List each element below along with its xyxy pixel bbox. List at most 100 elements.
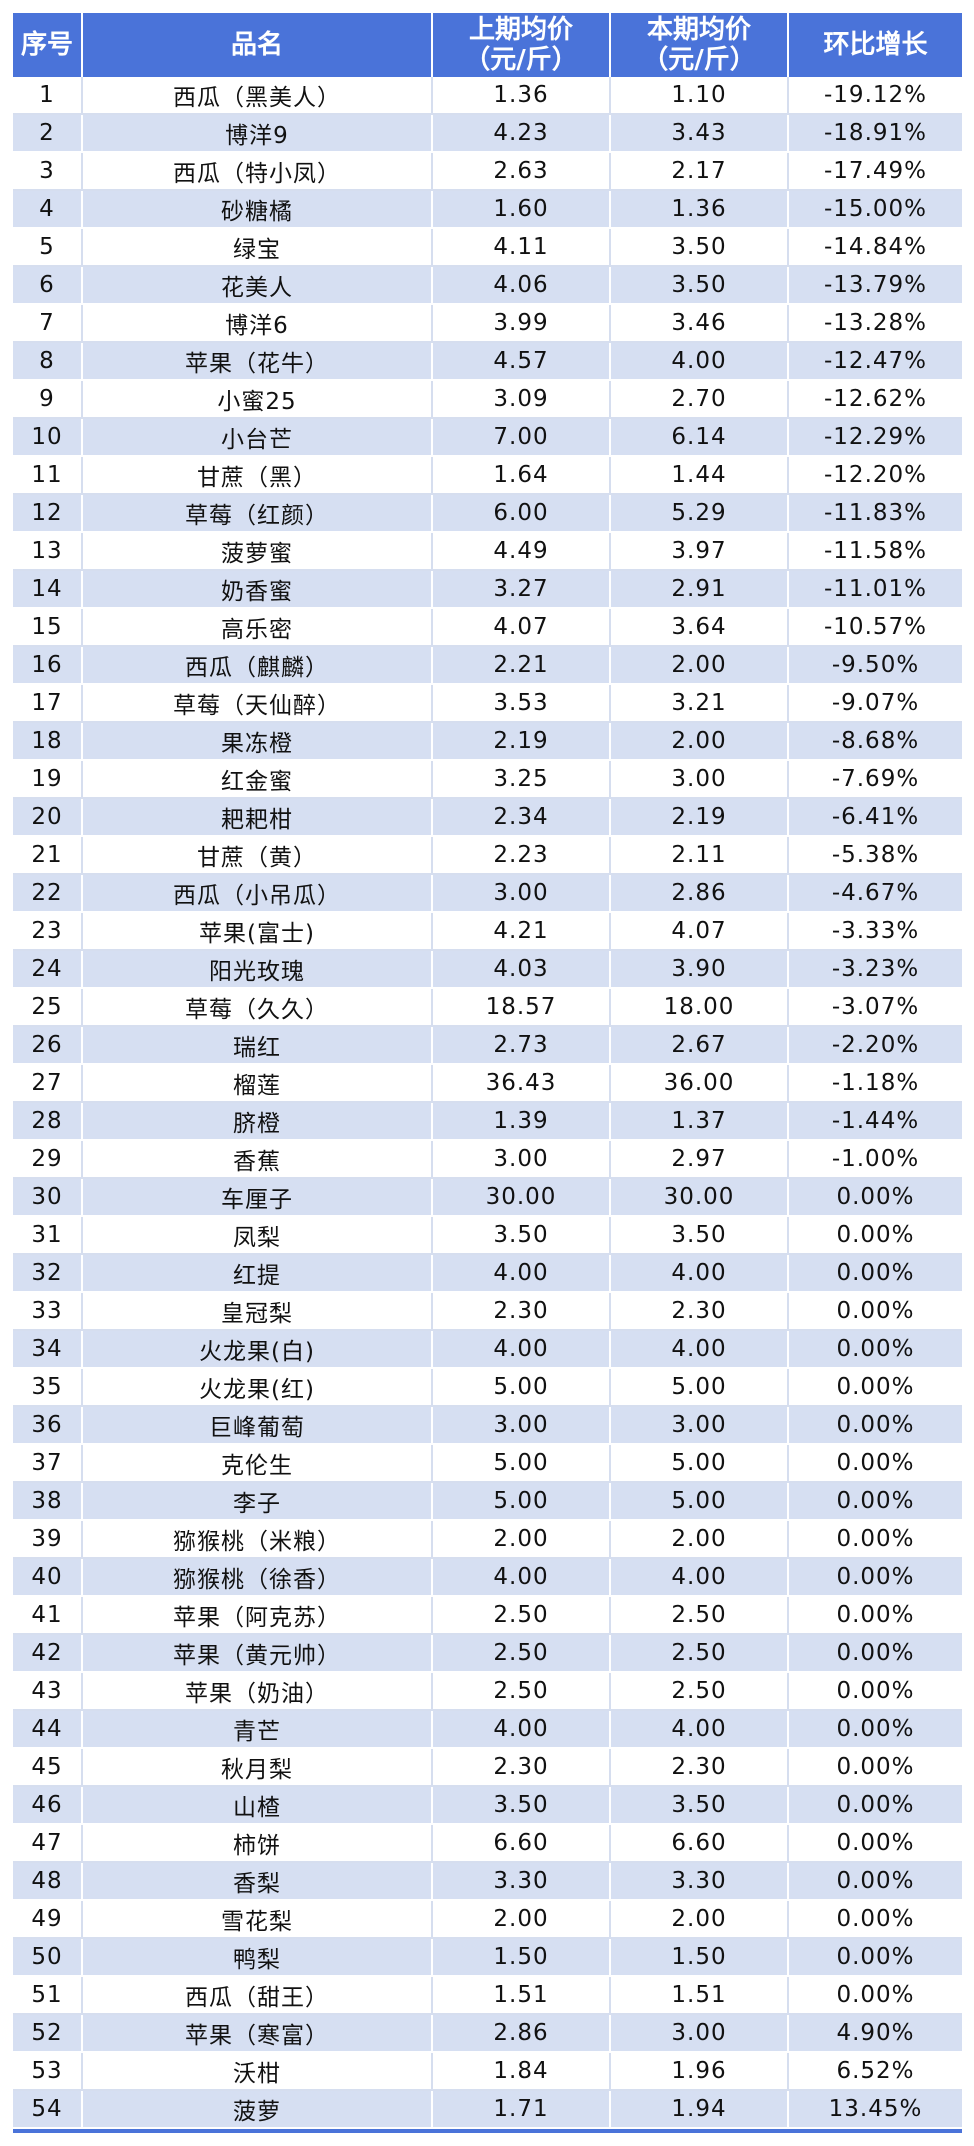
cell-name: 巨峰葡萄	[83, 1407, 433, 1445]
cell-change: 0.00%	[789, 1179, 962, 1217]
cell-curr-price: 2.19	[611, 799, 789, 837]
cell-change: 0.00%	[789, 1293, 962, 1331]
cell-change: 0.00%	[789, 1787, 962, 1825]
cell-name: 香梨	[83, 1863, 433, 1901]
cell-index: 52	[13, 2015, 83, 2053]
cell-prev-price: 3.27	[433, 571, 611, 609]
table-row: 12 草莓（红颜） 6.00 5.29 -11.83%	[13, 495, 962, 533]
header-prev-price-line1: 上期均价	[468, 15, 573, 45]
cell-name: 高乐密	[83, 609, 433, 647]
cell-curr-price: 4.00	[611, 343, 789, 381]
cell-index: 49	[13, 1901, 83, 1939]
cell-curr-price: 4.00	[611, 1331, 789, 1369]
cell-curr-price: 4.00	[611, 1255, 789, 1293]
cell-change: -3.33%	[789, 913, 962, 951]
cell-index: 44	[13, 1711, 83, 1749]
table-row: 27 榴莲 36.43 36.00 -1.18%	[13, 1065, 962, 1103]
cell-index: 18	[13, 723, 83, 761]
cell-curr-price: 2.91	[611, 571, 789, 609]
cell-curr-price: 1.36	[611, 191, 789, 229]
cell-index: 30	[13, 1179, 83, 1217]
table-row: 19 红金蜜 3.25 3.00 -7.69%	[13, 761, 962, 799]
cell-index: 5	[13, 229, 83, 267]
cell-name: 耙耙柑	[83, 799, 433, 837]
cell-prev-price: 18.57	[433, 989, 611, 1027]
cell-curr-price: 1.96	[611, 2053, 789, 2091]
cell-curr-price: 2.00	[611, 1521, 789, 1559]
cell-curr-price: 5.29	[611, 495, 789, 533]
cell-index: 38	[13, 1483, 83, 1521]
cell-name: 西瓜（黑美人）	[83, 77, 433, 115]
cell-index: 27	[13, 1065, 83, 1103]
header-curr-price-line2: （元/斤）	[642, 45, 756, 75]
cell-name: 西瓜（麒麟）	[83, 647, 433, 685]
cell-change: -1.00%	[789, 1141, 962, 1179]
table-row: 21 甘蔗（黄） 2.23 2.11 -5.38%	[13, 837, 962, 875]
header-index-label: 序号	[20, 30, 73, 60]
cell-index: 9	[13, 381, 83, 419]
cell-curr-price: 5.00	[611, 1369, 789, 1407]
cell-name: 苹果（寒富）	[83, 2015, 433, 2053]
cell-index: 26	[13, 1027, 83, 1065]
cell-curr-price: 2.70	[611, 381, 789, 419]
table-row: 47 柿饼 6.60 6.60 0.00%	[13, 1825, 962, 1863]
cell-prev-price: 3.25	[433, 761, 611, 799]
cell-change: 0.00%	[789, 1939, 962, 1977]
cell-curr-price: 2.50	[611, 1597, 789, 1635]
cell-index: 25	[13, 989, 83, 1027]
cell-prev-price: 3.99	[433, 305, 611, 343]
cell-index: 15	[13, 609, 83, 647]
cell-index: 14	[13, 571, 83, 609]
cell-change: -9.50%	[789, 647, 962, 685]
cell-index: 37	[13, 1445, 83, 1483]
cell-index: 22	[13, 875, 83, 913]
table-row: 49 雪花梨 2.00 2.00 0.00%	[13, 1901, 962, 1939]
cell-prev-price: 5.00	[433, 1445, 611, 1483]
cell-prev-price: 5.00	[433, 1483, 611, 1521]
cell-name: 甘蔗（黑）	[83, 457, 433, 495]
cell-prev-price: 2.00	[433, 1901, 611, 1939]
cell-index: 19	[13, 761, 83, 799]
cell-curr-price: 1.10	[611, 77, 789, 115]
cell-change: -11.58%	[789, 533, 962, 571]
cell-prev-price: 2.00	[433, 1521, 611, 1559]
cell-change: -9.07%	[789, 685, 962, 723]
cell-name: 苹果（黄元帅）	[83, 1635, 433, 1673]
cell-prev-price: 2.30	[433, 1749, 611, 1787]
table-row: 10 小台芒 7.00 6.14 -12.29%	[13, 419, 962, 457]
cell-change: -7.69%	[789, 761, 962, 799]
cell-prev-price: 4.00	[433, 1559, 611, 1597]
cell-curr-price: 2.97	[611, 1141, 789, 1179]
cell-change: -12.47%	[789, 343, 962, 381]
cell-prev-price: 3.53	[433, 685, 611, 723]
header-prev-price: 上期均价 （元/斤）	[433, 13, 611, 77]
cell-change: -1.18%	[789, 1065, 962, 1103]
cell-change: -12.29%	[789, 419, 962, 457]
cell-index: 20	[13, 799, 83, 837]
header-change-label: 环比增长	[823, 30, 928, 60]
cell-curr-price: 4.00	[611, 1559, 789, 1597]
cell-change: -12.20%	[789, 457, 962, 495]
cell-curr-price: 3.30	[611, 1863, 789, 1901]
header-curr-price-line1: 本期均价	[646, 15, 751, 45]
cell-change: 0.00%	[789, 1977, 962, 2015]
cell-prev-price: 4.00	[433, 1331, 611, 1369]
table-row: 13 菠萝蜜 4.49 3.97 -11.58%	[13, 533, 962, 571]
cell-curr-price: 2.50	[611, 1635, 789, 1673]
cell-change: 0.00%	[789, 1901, 962, 1939]
table-row: 4 砂糖橘 1.60 1.36 -15.00%	[13, 191, 962, 229]
cell-prev-price: 1.60	[433, 191, 611, 229]
cell-curr-price: 3.21	[611, 685, 789, 723]
cell-name: 小台芒	[83, 419, 433, 457]
cell-curr-price: 3.43	[611, 115, 789, 153]
cell-name: 红金蜜	[83, 761, 433, 799]
cell-name: 西瓜（甜王）	[83, 1977, 433, 2015]
cell-curr-price: 3.50	[611, 1787, 789, 1825]
cell-name: 博洋6	[83, 305, 433, 343]
cell-name: 青芒	[83, 1711, 433, 1749]
cell-index: 12	[13, 495, 83, 533]
cell-curr-price: 3.64	[611, 609, 789, 647]
cell-index: 11	[13, 457, 83, 495]
table-row: 53 沃柑 1.84 1.96 6.52%	[13, 2053, 962, 2091]
table-row: 33 皇冠梨 2.30 2.30 0.00%	[13, 1293, 962, 1331]
